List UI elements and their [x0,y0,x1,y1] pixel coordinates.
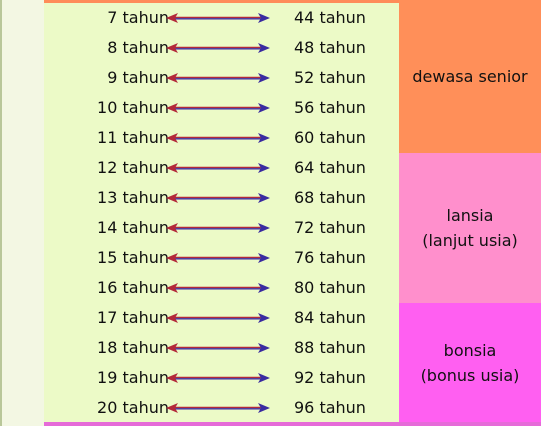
double-headed-arrow-icon [166,43,270,53]
rows-container: 7 tahun 44 tahun 8 tahun 48 tahun 9 tahu… [44,3,399,423]
human-age-cell: 52 tahun [294,68,366,87]
table-row: 7 tahun 44 tahun [44,3,399,33]
child-age-cell: 9 tahun [107,68,169,87]
double-headed-arrow-icon [166,13,270,23]
human-age-cell: 96 tahun [294,398,366,417]
table-row: 8 tahun 48 tahun [44,33,399,63]
child-age-cell: 20 tahun [97,398,169,417]
category-block: dewasa senior [399,0,541,153]
table-row: 13 tahun 68 tahun [44,183,399,213]
human-age-cell: 56 tahun [294,98,366,117]
category-label: (bonus usia) [420,366,520,385]
child-age-cell: 18 tahun [97,338,169,357]
category-label: lansia [446,206,494,225]
table-row: 16 tahun 80 tahun [44,273,399,303]
human-age-cell: 68 tahun [294,188,366,207]
human-age-cell: 80 tahun [294,278,366,297]
table-row: 11 tahun 60 tahun [44,123,399,153]
table-row: 14 tahun 72 tahun [44,213,399,243]
double-headed-arrow-icon [166,193,270,203]
table-row: 10 tahun 56 tahun [44,93,399,123]
child-age-cell: 17 tahun [97,308,169,327]
human-age-cell: 88 tahun [294,338,366,357]
category-label: dewasa senior [412,67,528,86]
double-headed-arrow-icon [166,313,270,323]
left-margin [0,0,44,426]
table-row: 19 tahun 92 tahun [44,363,399,393]
double-headed-arrow-icon [166,343,270,353]
table-row: 17 tahun 84 tahun [44,303,399,333]
human-age-cell: 84 tahun [294,308,366,327]
table-row: 20 tahun 96 tahun [44,393,399,423]
table-row: 9 tahun 52 tahun [44,63,399,93]
child-age-cell: 11 tahun [97,128,169,147]
child-age-cell: 16 tahun [97,278,169,297]
category-label: (lanjut usia) [422,231,518,250]
double-headed-arrow-icon [166,283,270,293]
category-block: lansia (lanjut usia) [399,153,541,303]
child-age-cell: 14 tahun [97,218,169,237]
child-age-cell: 13 tahun [97,188,169,207]
double-headed-arrow-icon [166,73,270,83]
child-age-cell: 7 tahun [107,8,169,27]
child-age-cell: 8 tahun [107,38,169,57]
human-age-cell: 44 tahun [294,8,366,27]
human-age-cell: 72 tahun [294,218,366,237]
human-age-cell: 48 tahun [294,38,366,57]
double-headed-arrow-icon [166,163,270,173]
human-age-cell: 76 tahun [294,248,366,267]
bottom-border [44,422,541,426]
table-background [44,3,399,423]
top-border [44,0,399,3]
child-age-cell: 12 tahun [97,158,169,177]
double-headed-arrow-icon [166,223,270,233]
table-row: 12 tahun 64 tahun [44,153,399,183]
child-age-cell: 15 tahun [97,248,169,267]
double-headed-arrow-icon [166,403,270,413]
double-headed-arrow-icon [166,373,270,383]
double-headed-arrow-icon [166,103,270,113]
category-block: bonsia (bonus usia) [399,303,541,423]
table-row: 15 tahun 76 tahun [44,243,399,273]
double-headed-arrow-icon [166,253,270,263]
child-age-cell: 10 tahun [97,98,169,117]
human-age-cell: 92 tahun [294,368,366,387]
table-row: 18 tahun 88 tahun [44,333,399,363]
human-age-cell: 64 tahun [294,158,366,177]
category-label: bonsia [443,341,497,360]
human-age-cell: 60 tahun [294,128,366,147]
left-margin-rule [0,0,2,426]
double-headed-arrow-icon [166,133,270,143]
child-age-cell: 19 tahun [97,368,169,387]
